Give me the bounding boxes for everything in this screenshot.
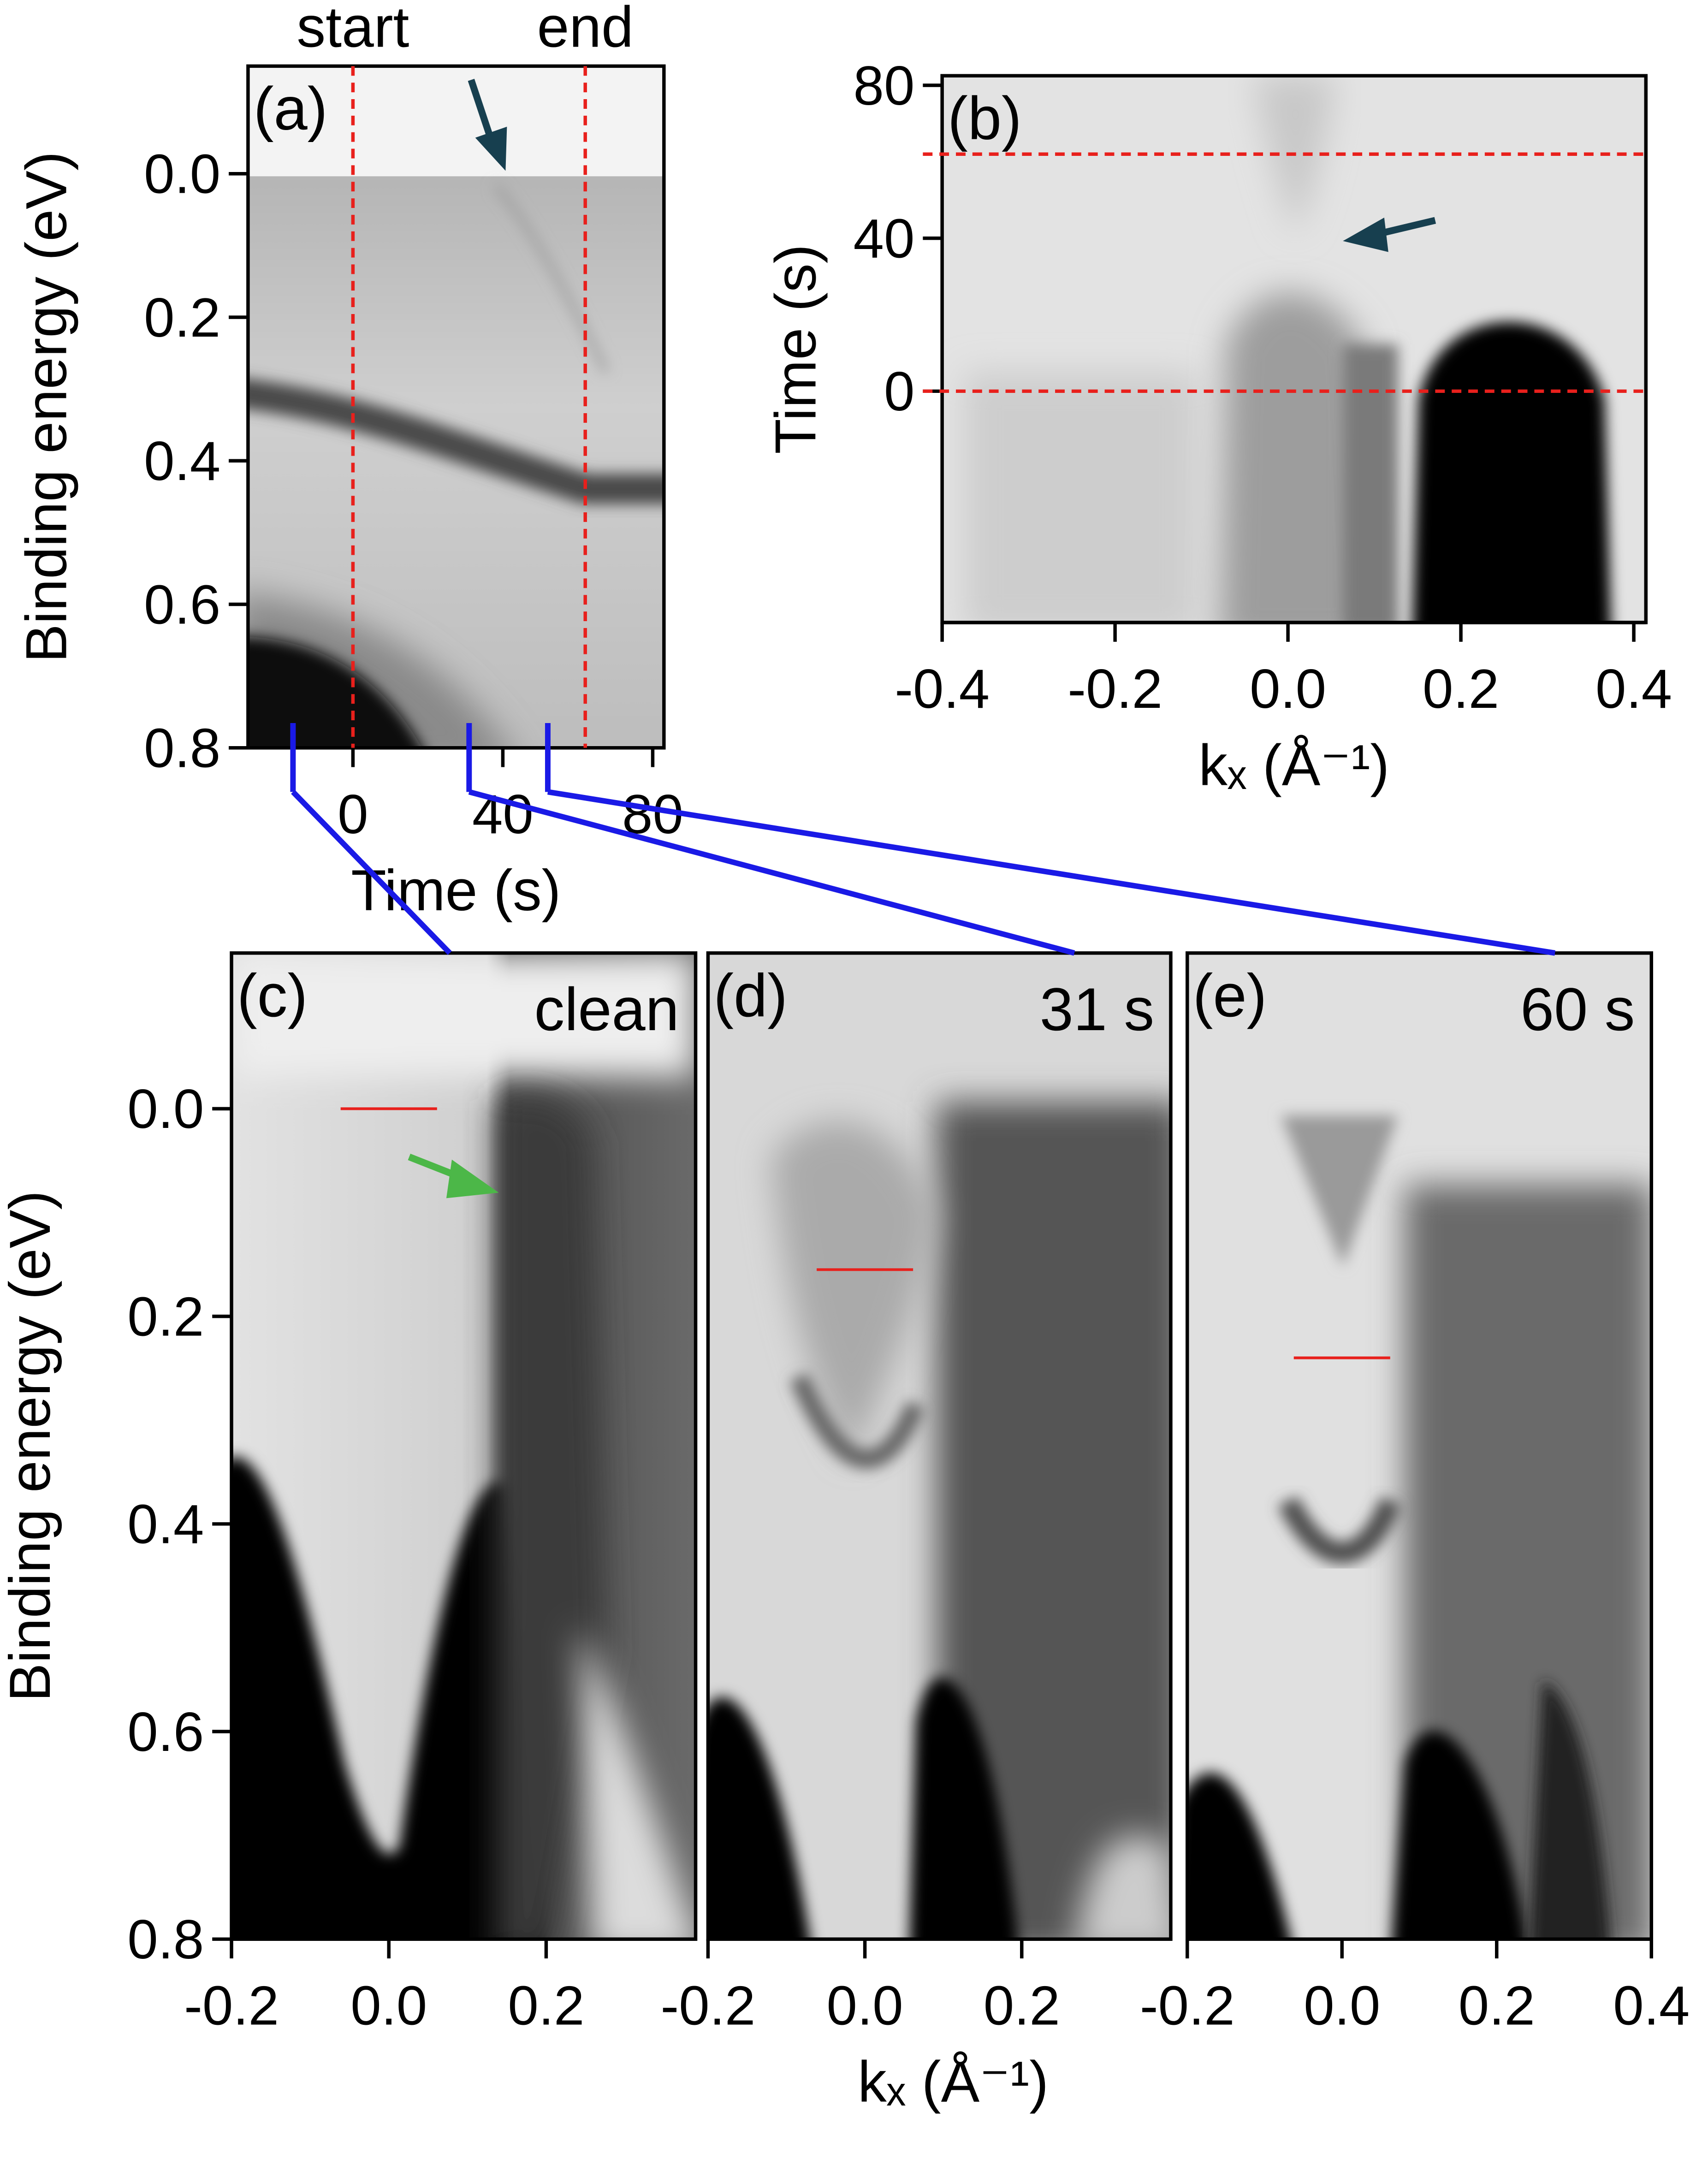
y-tick-label: 0.6 [127, 1702, 204, 1763]
y-tick-label: 0.4 [144, 431, 220, 492]
y-tick-label: 40 [854, 208, 915, 269]
x-tick-label: 0.0 [827, 1975, 903, 2036]
y-tick-label: 0.0 [127, 1079, 204, 1140]
image-a [248, 66, 664, 748]
x-tick-label: 0.2 [508, 1975, 584, 2036]
x-tick-label: 0.4 [1613, 1975, 1690, 2036]
y-tick-label: 80 [854, 55, 915, 117]
panel-tag: clean [534, 975, 679, 1043]
panel-label: (c) [237, 961, 308, 1029]
x-axis-label: kₓ (Å⁻¹) [1198, 732, 1389, 797]
x-tick-label: 0.4 [1595, 658, 1672, 720]
y-tick-label: 0.2 [127, 1286, 204, 1347]
vline-label: start [297, 0, 409, 59]
x-tick-label: 0.2 [984, 1975, 1060, 2036]
y-tick-label: 0.8 [144, 718, 220, 779]
x-tick-label: -0.2 [660, 1975, 755, 2036]
x-tick-label: 0.0 [1304, 1975, 1380, 2036]
x-axis-label: Time (s) [351, 858, 561, 923]
x-axis-label: kₓ (Å⁻¹) [858, 2049, 1049, 2114]
y-axis-label: Time (s) [763, 244, 828, 454]
x-tick-label: 0.0 [350, 1975, 427, 2036]
axes-layer: 0 40 80 0.0 0.2 0.4 0.6 0.8 (a) Time (s) Binding e… [0, 0, 1690, 2114]
image-e [1187, 953, 1652, 1940]
image-d [708, 953, 1171, 1940]
panel-label: (b) [948, 84, 1022, 152]
panel-label: (e) [1193, 961, 1267, 1029]
panel-tag: 31 s [1040, 975, 1154, 1043]
panel-label: (d) [713, 961, 788, 1029]
x-tick-label: -0.2 [1068, 658, 1162, 720]
arrows [408, 78, 1436, 1198]
x-tick-label: 0.0 [1250, 658, 1326, 720]
y-tick-label: 0.8 [127, 1909, 204, 1970]
x-tick-label: 0 [338, 784, 368, 845]
snapshot-connector [291, 790, 452, 955]
x-tick-label: 0.2 [1459, 1975, 1535, 2036]
snapshot-connector [468, 789, 1075, 956]
x-tick-label: 0.2 [1423, 658, 1499, 720]
y-tick-label: 0.4 [127, 1494, 204, 1555]
x-tick-label: -0.2 [1140, 1975, 1235, 2036]
image-c [231, 953, 696, 1940]
vline-label: end [537, 0, 634, 59]
x-tick-label: -0.2 [184, 1975, 279, 2036]
y-tick-label: 0 [884, 361, 914, 422]
y-axis-label: Binding energy (eV) [0, 1191, 62, 1702]
snapshot-connector [547, 789, 1556, 956]
y-tick-label: 0.2 [144, 287, 220, 349]
y-tick-label: 0.6 [144, 574, 220, 635]
image-b [942, 76, 1646, 623]
y-tick-label: 0.0 [144, 144, 220, 205]
x-tick-label: -0.4 [895, 658, 990, 720]
y-axis-label: Binding energy (eV) [14, 151, 79, 663]
panel-label: (a) [254, 75, 328, 142]
panel-tag: 60 s [1520, 975, 1635, 1043]
